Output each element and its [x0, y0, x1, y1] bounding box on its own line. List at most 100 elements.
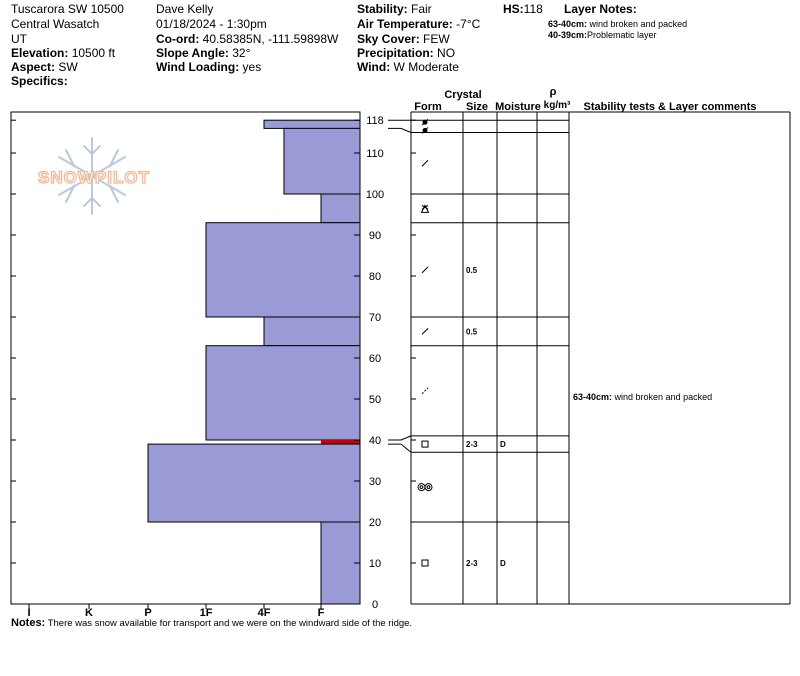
crystal-size: 0.5 — [466, 327, 478, 336]
hardness-tick-label: F — [318, 607, 325, 619]
icon-stroke — [421, 387, 429, 395]
icon-ring — [417, 483, 426, 492]
elevation-field: Elevation: 10500 ft — [11, 46, 115, 61]
icon-stroke — [421, 327, 429, 335]
faceted-crystal-icon — [421, 559, 429, 567]
y-tick-label: 60 — [369, 353, 381, 365]
hardness-bar — [283, 127, 361, 195]
faceted-crystal-icon — [421, 440, 429, 448]
hs-field: HS:118 — [503, 2, 543, 17]
specifics-label: Specifics: — [11, 74, 68, 88]
icon-ring — [419, 485, 424, 490]
stability-value: Fair — [407, 2, 432, 16]
hardness-tick-label: P — [144, 607, 151, 619]
y-tick-label: 30 — [369, 476, 381, 488]
coord-label: Co-ord: — [156, 32, 200, 46]
form-header: Form — [414, 101, 442, 113]
wind-label: Wind: — [357, 60, 391, 74]
sky-cover-field: Sky Cover: FEW — [357, 32, 450, 47]
state-name: UT — [11, 32, 27, 46]
icon-dot — [422, 127, 428, 133]
precipitation-particle-icon — [421, 127, 429, 134]
icon-stroke — [421, 159, 429, 167]
notes: Notes: There was snow available for tran… — [11, 617, 412, 629]
comments-header: Stability tests & Layer comments — [583, 101, 756, 113]
wind-loading-field: Wind Loading: yes — [156, 60, 261, 75]
layer-comment-range: 63-40cm: — [573, 392, 612, 402]
sky-cover-label: Sky Cover: — [357, 32, 420, 46]
icon-ring — [426, 485, 431, 490]
hardness-tick-label: K — [85, 607, 93, 619]
observation-datetime: 01/18/2024 - 1:30pm — [156, 17, 267, 31]
icon-square — [421, 559, 429, 567]
snowpilot-logo-text: SNOWPILOT — [38, 168, 150, 187]
wind-packed-icon — [421, 387, 429, 395]
boundary-connector — [388, 443, 412, 453]
layer-table — [410, 111, 791, 605]
precipitation-field: Precipitation: NO — [357, 46, 455, 61]
hardness-tick-label: 4F — [258, 607, 271, 619]
layer-note-text: Problematic layer — [587, 30, 657, 40]
layer-note: 40-39cm:Problematic layer — [548, 30, 657, 41]
wind-loading-label: Wind Loading: — [156, 60, 240, 74]
sky-cover-value: FEW — [419, 32, 450, 46]
crystal-size: 2-3 — [466, 559, 478, 568]
layer-note: 63-40cm: wind broken and packed — [548, 19, 687, 30]
hardness-bar — [205, 222, 361, 318]
precipitation-label: Precipitation: — [357, 46, 434, 60]
layer-comment-text: wind broken and packed — [612, 392, 712, 402]
y-tick-label: 70 — [369, 312, 381, 324]
snowflake-icon — [58, 137, 126, 215]
y-tick-label: 110 — [366, 148, 384, 160]
aspect-label: Aspect: — [11, 60, 56, 74]
y-tick-label: 118 — [366, 115, 384, 127]
aspect-value: SW — [55, 60, 78, 74]
observer-name: Dave Kelly — [156, 2, 214, 16]
y-tick-label: 20 — [369, 517, 381, 529]
icon-dot — [422, 119, 428, 125]
range-name: Central Wasatch — [11, 17, 100, 31]
aspect-field: Aspect: SW — [11, 60, 78, 75]
boundary-connector — [388, 127, 412, 133]
icon-stroke — [421, 266, 429, 274]
hardness-tick-label: 1F — [200, 607, 213, 619]
slope-label: Slope Angle: — [156, 46, 229, 60]
melt-freeze-icon — [417, 483, 433, 492]
moisture-value: D — [500, 440, 506, 449]
hs-label: HS: — [503, 2, 524, 16]
hs-value: 118 — [523, 2, 543, 16]
icon-ring — [424, 483, 433, 492]
slope-field: Slope Angle: 32° — [156, 46, 250, 61]
decomposing-fragment-icon — [421, 159, 429, 167]
air-temp-field: Air Temperature: -7°C — [357, 17, 480, 32]
wind-loading-value: yes — [239, 60, 262, 74]
notes-text: There was snow available for transport a… — [45, 618, 413, 629]
hardness-tick-label: I — [27, 607, 30, 619]
layer-note-text: wind broken and packed — [587, 19, 688, 29]
y-tick-label: 80 — [369, 271, 381, 283]
coord-field: Co-ord: 40.58385N, -111.59898W — [156, 32, 338, 47]
layer-note-range: 40-39cm: — [548, 30, 588, 40]
layer-notes-heading: Layer Notes: — [564, 2, 637, 16]
y-tick-label: 100 — [366, 189, 384, 201]
icon-stroke — [421, 204, 429, 210]
location-name: Tuscarora SW 10500 — [11, 2, 124, 16]
hardness-bar — [263, 316, 361, 347]
notes-label: Notes: — [11, 617, 46, 629]
air-temp-label: Air Temperature: — [357, 17, 453, 31]
y-tick-label: 40 — [369, 435, 381, 447]
y-tick-label: 90 — [369, 230, 381, 242]
hardness-bar — [147, 443, 361, 523]
moisture-header: Moisture — [495, 101, 541, 113]
layer-comment: 63-40cm: wind broken and packed — [573, 392, 712, 402]
crystal-size: 0.5 — [466, 266, 478, 275]
stability-field: Stability: Fair — [357, 2, 432, 17]
stability-label: Stability: — [357, 2, 408, 16]
precipitation-particle-icon — [421, 118, 429, 126]
moisture-value: D — [500, 559, 506, 568]
coord-value: 40.58385N, -111.59898W — [199, 32, 339, 46]
wind-field: Wind: W Moderate — [357, 60, 459, 75]
icon-square — [421, 440, 429, 448]
elevation-value: 10500 ft — [68, 46, 116, 60]
